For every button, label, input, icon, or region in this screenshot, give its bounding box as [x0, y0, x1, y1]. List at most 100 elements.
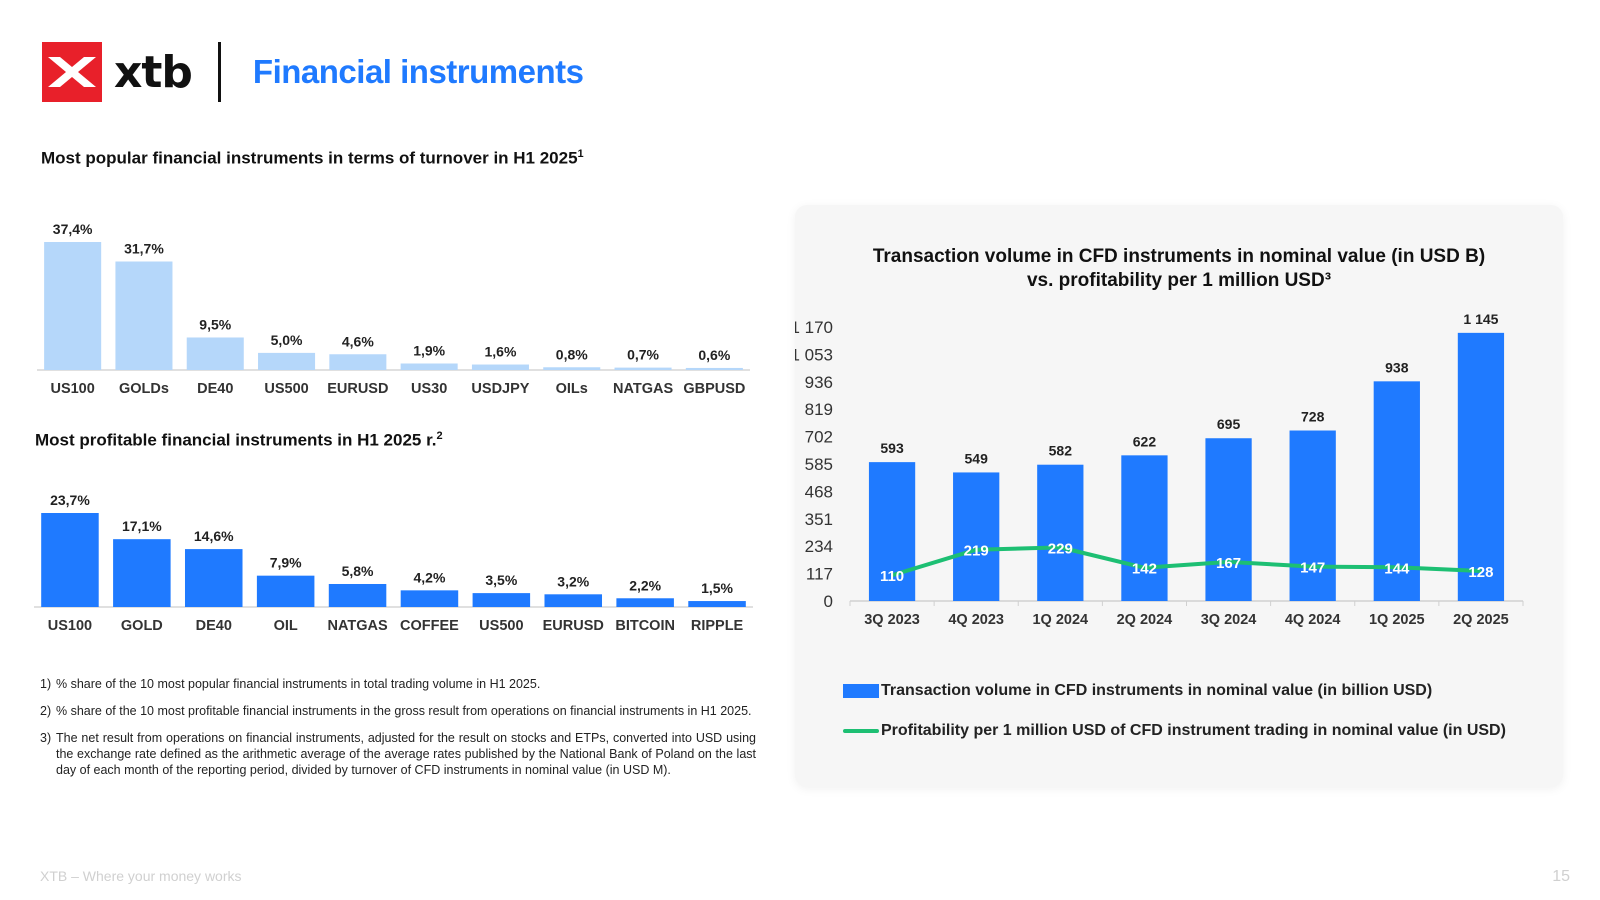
data-label: 3,5% [485, 572, 517, 588]
category-label: US30 [411, 381, 447, 397]
category-label: DE40 [197, 381, 233, 397]
category-label: 2Q 2025 [1453, 612, 1509, 628]
category-label: US100 [48, 618, 92, 634]
profitability-data-label: 219 [964, 543, 989, 560]
footnotes: 1)% share of the 10 most popular financi… [40, 676, 756, 789]
y-tick-label: 117 [806, 565, 833, 584]
data-label: 37,4% [53, 221, 93, 237]
y-tick-label: 351 [805, 510, 833, 529]
category-label: GOLDs [119, 381, 169, 397]
profitability-data-label: 142 [1132, 561, 1157, 578]
data-label: 31,7% [124, 241, 164, 257]
volume-bar [1037, 464, 1084, 601]
category-label: USDJPY [471, 381, 529, 397]
category-label: GBPUSD [683, 381, 745, 397]
bar [329, 354, 387, 370]
category-label: OILs [556, 381, 588, 397]
data-label: 4,6% [342, 333, 374, 349]
data-label: 0,7% [627, 347, 659, 363]
volume-data-label: 728 [1301, 409, 1325, 425]
bar [328, 583, 387, 607]
volume-data-label: 695 [1217, 416, 1241, 432]
profitability-line [891, 545, 1482, 578]
profit-bar-chart: 23,7% US100 17,1% GOLD 14,6% DE40 7,9% OIL 5,8% N… [34, 492, 753, 634]
bar [41, 513, 99, 607]
y-tick-label: 234 [805, 537, 833, 556]
bar [471, 364, 529, 370]
category-label: BITCOIN [615, 618, 675, 634]
footnote-3: 3) The net result from operations on fina… [40, 731, 756, 777]
data-label: 1,5% [701, 580, 733, 596]
header: xtb Financial instruments [42, 42, 584, 102]
bar [472, 593, 531, 607]
footnote-2: 2)% share of the 10 most profitable fina… [40, 704, 752, 718]
data-label: 9,5% [199, 316, 231, 332]
category-label: 2Q 2024 [1117, 612, 1173, 628]
category-label: NATGAS [613, 381, 673, 397]
bar [400, 363, 458, 370]
volume-data-label: 582 [1049, 443, 1073, 459]
turnover-section-title: Most popular financial instruments in te… [41, 148, 584, 168]
legend-item-profitability: Profitability per 1 million USD of CFD i… [843, 722, 1506, 740]
volume-bar [953, 472, 1000, 601]
volume-bar [1457, 332, 1505, 601]
y-tick-label: 819 [805, 400, 833, 419]
bar [113, 539, 171, 607]
category-label: OIL [274, 618, 298, 634]
bar [544, 594, 603, 607]
category-label: EURUSD [327, 381, 388, 397]
profitability-data-label: 110 [880, 568, 904, 585]
profitability-data-label: 144 [1384, 560, 1410, 577]
category-label: US100 [50, 381, 94, 397]
bar [186, 337, 244, 370]
legend-item-volume: Transaction volume in CFD instruments in… [843, 682, 1432, 700]
page-title: Financial instruments [252, 53, 584, 90]
category-label: GOLD [121, 618, 163, 634]
volume-data-label: 938 [1385, 359, 1409, 375]
category-label: DE40 [196, 618, 232, 634]
volume-data-label: 593 [880, 440, 904, 456]
volume-data-label: 622 [1133, 433, 1157, 449]
bar [258, 352, 316, 370]
data-label: 0,6% [698, 347, 730, 363]
footnote-1: 1)% share of the 10 most popular financi… [40, 677, 541, 691]
profitability-data-label: 229 [1048, 540, 1073, 557]
category-label: US500 [264, 381, 308, 397]
category-label: 3Q 2024 [1201, 612, 1257, 628]
category-label: 3Q 2023 [864, 612, 920, 628]
page-number: 15 [1552, 868, 1570, 885]
volume-data-label: 1 145 [1463, 311, 1498, 327]
bar [115, 261, 173, 370]
category-label: NATGAS [327, 618, 387, 634]
y-tick-label: 585 [805, 455, 833, 474]
category-label: RIPPLE [691, 618, 744, 634]
profitability-data-label: 167 [1216, 555, 1241, 572]
bar [184, 549, 243, 607]
bar [685, 367, 743, 370]
turnover-bar-chart: 37,4% US100 31,7% GOLDs 9,5% DE40 5,0% US500 4,6… [37, 221, 750, 397]
data-label: 0,8% [556, 346, 588, 362]
category-label: US500 [479, 618, 523, 634]
legend-line-swatch [843, 729, 879, 733]
data-label: 7,9% [270, 555, 302, 571]
y-tick-label: 0 [824, 592, 833, 611]
y-tick-label: 1 170 [795, 318, 833, 337]
y-tick-label: 936 [805, 373, 833, 392]
data-label: 14,6% [194, 528, 234, 544]
data-label: 1,6% [484, 344, 516, 360]
data-label: 23,7% [50, 492, 90, 508]
bar [614, 367, 672, 370]
volume-bar [1205, 438, 1252, 601]
volume-bar [1373, 381, 1420, 601]
profitability-data-label: 128 [1468, 564, 1493, 581]
y-tick-label: 1 053 [795, 345, 833, 364]
bar [543, 367, 601, 370]
bar [688, 601, 746, 607]
y-tick-label: 702 [805, 428, 833, 447]
category-label: 1Q 2024 [1032, 612, 1088, 628]
volume-profitability-combo-chart: 0 117 234 351 468 585 702 819 936 1 053 1 170 593 3Q… [795, 311, 1524, 628]
panel-title: Transaction volume in CFD instruments in… [872, 246, 1486, 291]
bar [256, 575, 315, 607]
data-label: 17,1% [122, 518, 162, 534]
logo-text: xtb [114, 46, 193, 98]
